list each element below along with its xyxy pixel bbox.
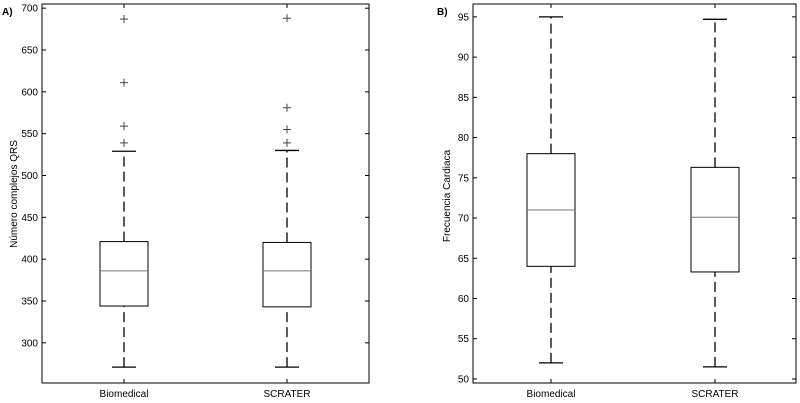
panel-a-ylabel: Número complejos QRS xyxy=(9,140,20,248)
panel-a-plot-area xyxy=(41,3,370,384)
panel-b-ytick-label: 70 xyxy=(458,214,470,225)
panel-b-ytick-label: 65 xyxy=(458,254,470,265)
panel-b-category-label: SCRATER xyxy=(691,389,738,400)
panel-b-ytick-label: 50 xyxy=(458,374,470,385)
panel-b-content: 50 55 60 65 70 75 80 85 90 95 Biomedical SCRATER xyxy=(458,4,796,400)
outlier-point xyxy=(120,138,128,147)
panel-a-box-biomedical xyxy=(99,15,149,368)
iqr-box xyxy=(262,241,312,308)
panel-a-category-label: Biomedical xyxy=(100,389,149,400)
panel-a-ytick-label: 450 xyxy=(21,213,38,224)
panel-b-ytick-label: 75 xyxy=(458,173,470,184)
panel-a: A) 300 350 400 450 500 550 600 650 700 Biomedical… xyxy=(2,3,370,400)
panel-b-letter: B) xyxy=(437,7,448,18)
panel-a-ytick-label: 400 xyxy=(21,255,38,266)
panel-b: B) 50 55 60 65 70 75 80 85 90 95 Biomedical SCRATER… xyxy=(437,3,797,400)
panel-b-ytick-label: 80 xyxy=(458,133,470,144)
panel-b-ytick-label: 60 xyxy=(458,294,470,305)
panel-a-category-label: SCRATER xyxy=(263,389,310,400)
panel-a-ytick-label: 300 xyxy=(21,338,38,349)
outlier-point xyxy=(283,138,291,147)
panel-b-box-biomedical xyxy=(526,16,576,364)
panel-a-ytick-label: 550 xyxy=(21,129,38,140)
outlier-point xyxy=(120,122,128,131)
panel-a-letter: A) xyxy=(2,7,13,18)
panel-b-category-label: Biomedical xyxy=(527,389,576,400)
panel-a-content: 300 350 400 450 500 550 600 650 700 Biomedical SCR… xyxy=(21,4,369,400)
outlier-point xyxy=(283,14,291,23)
iqr-box xyxy=(690,166,740,273)
panel-a-box-scrater xyxy=(262,14,312,368)
panel-a-ytick-label: 500 xyxy=(21,171,38,182)
outlier-point xyxy=(283,103,291,112)
panel-a-ytick-label: 650 xyxy=(21,46,38,57)
panel-b-ylabel: Frecuencia Cardiaca xyxy=(442,149,453,242)
outlier-point xyxy=(120,78,128,87)
panel-b-box-scrater xyxy=(690,18,740,368)
iqr-box xyxy=(99,241,149,307)
panel-a-ytick-label: 350 xyxy=(21,297,38,308)
panel-b-ytick-label: 90 xyxy=(458,53,470,64)
panel-b-plot-area xyxy=(472,3,797,384)
panel-a-ytick-label: 600 xyxy=(21,87,38,98)
panel-a-ytick-label: 700 xyxy=(21,4,38,15)
panel-b-ytick-label: 55 xyxy=(458,334,470,345)
panel-b-ytick-label: 95 xyxy=(458,12,470,23)
panel-b-ytick-label: 85 xyxy=(458,93,470,104)
outlier-point xyxy=(120,15,128,24)
outlier-point xyxy=(283,125,291,134)
